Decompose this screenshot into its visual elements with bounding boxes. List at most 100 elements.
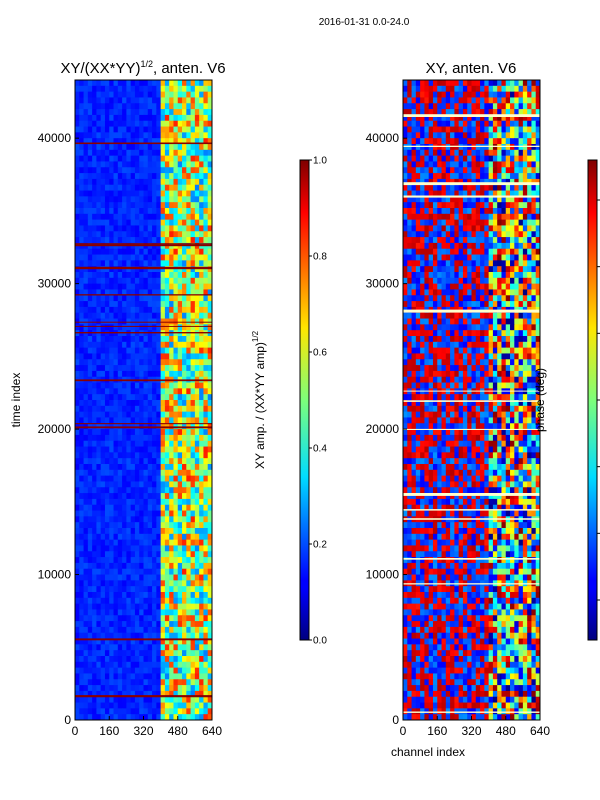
heatmap-cell xyxy=(191,633,196,639)
heatmap-cell xyxy=(109,522,114,528)
heatmap-cell xyxy=(135,92,140,98)
heatmap-cell xyxy=(96,412,101,418)
heatmap-cell xyxy=(484,103,489,109)
heatmap-cell xyxy=(96,92,101,98)
heatmap-cell xyxy=(109,324,114,330)
heatmap-cell xyxy=(161,435,166,441)
heatmap-cell xyxy=(88,697,93,703)
heatmap-cell xyxy=(476,185,481,191)
heatmap-cell xyxy=(191,225,196,231)
heatmap-cell xyxy=(152,569,157,575)
heatmap-cell xyxy=(186,650,191,656)
heatmap-cell xyxy=(156,668,161,674)
heatmap-cell xyxy=(182,313,187,319)
heatmap-cell xyxy=(203,132,208,138)
heatmap-cell xyxy=(152,342,157,348)
heatmap-cell xyxy=(472,150,477,156)
heatmap-cell xyxy=(152,365,157,371)
heatmap-cell xyxy=(182,481,187,487)
heatmap-cell xyxy=(178,127,183,133)
heatmap-cell xyxy=(203,650,208,656)
heatmap-cell xyxy=(178,627,183,633)
heatmap-cell xyxy=(199,161,204,167)
heatmap-cell xyxy=(173,452,178,458)
heatmap-cell xyxy=(84,220,89,226)
heatmap-cell xyxy=(467,289,472,295)
heatmap-cell xyxy=(514,103,519,109)
heatmap-cell xyxy=(446,156,451,162)
heatmap-cell xyxy=(182,505,187,511)
heatmap-cell xyxy=(437,144,442,150)
figure-suptitle: 2016-01-31 0.0-24.0 xyxy=(319,17,410,28)
heatmap-cell xyxy=(433,121,438,127)
heatmap-cell xyxy=(144,644,149,650)
heatmap-cell xyxy=(131,464,136,470)
heatmap-cell xyxy=(165,127,170,133)
amplitude-colorbar-ticks: 0.00.20.40.60.81.0 xyxy=(309,156,327,647)
heatmap-cell xyxy=(139,447,144,453)
heatmap-cell xyxy=(96,435,101,441)
heatmap-cell xyxy=(114,487,119,493)
heatmap-cell xyxy=(523,266,528,272)
heatmap-cell xyxy=(75,551,80,557)
heatmap-cell xyxy=(484,150,489,156)
heatmap-cell xyxy=(75,679,80,685)
heatmap-cell xyxy=(114,127,119,133)
heatmap-cell xyxy=(459,132,464,138)
heatmap-cell xyxy=(203,115,208,121)
heatmap-cell xyxy=(156,394,161,400)
heatmap-cell xyxy=(463,208,468,214)
heatmap-cell xyxy=(484,249,489,255)
heatmap-cell xyxy=(156,371,161,377)
heatmap-cell xyxy=(199,150,204,156)
heatmap-cell xyxy=(407,243,412,249)
heatmap-cell xyxy=(476,86,481,92)
heatmap-cell xyxy=(454,319,459,325)
heatmap-cell xyxy=(199,301,204,307)
heatmap-cell xyxy=(199,697,204,703)
heatmap-cell xyxy=(165,447,170,453)
heatmap-cell xyxy=(114,225,119,231)
heatmap-cell xyxy=(118,644,123,650)
heatmap-cell xyxy=(131,132,136,138)
heatmap-cell xyxy=(122,609,127,615)
heatmap-cell xyxy=(182,278,187,284)
heatmap-cell xyxy=(114,592,119,598)
heatmap-cell xyxy=(88,80,93,86)
heatmap-cell xyxy=(156,505,161,511)
heatmap-cell xyxy=(186,668,191,674)
heatmap-cell xyxy=(126,563,131,569)
heatmap-cell xyxy=(75,429,80,435)
heatmap-cell xyxy=(139,505,144,511)
heatmap-cell xyxy=(79,196,84,202)
heatmap-cell xyxy=(480,243,485,249)
heatmap-cell xyxy=(148,202,153,208)
heatmap-cell xyxy=(446,295,451,301)
heatmap-cell xyxy=(118,156,123,162)
heatmap-cell xyxy=(126,592,131,598)
heatmap-cell xyxy=(101,679,106,685)
heatmap-cell xyxy=(501,173,506,179)
heatmap-cell xyxy=(122,97,127,103)
heatmap-cell xyxy=(144,511,149,517)
heatmap-cell xyxy=(514,144,519,150)
heatmap-cell xyxy=(131,394,136,400)
heatmap-cell xyxy=(407,92,412,98)
heatmap-cell xyxy=(96,301,101,307)
heatmap-cell xyxy=(182,470,187,476)
heatmap-cell xyxy=(424,278,429,284)
heatmap-cell xyxy=(165,336,170,342)
heatmap-cell xyxy=(131,278,136,284)
heatmap-cell xyxy=(156,359,161,365)
heatmap-cell xyxy=(484,243,489,249)
heatmap-cell xyxy=(523,214,528,220)
heatmap-cell xyxy=(161,225,166,231)
heatmap-cell xyxy=(416,173,421,179)
heatmap-cell xyxy=(96,609,101,615)
heatmap-cell xyxy=(173,406,178,412)
heatmap-cell xyxy=(152,359,157,365)
heatmap-cell xyxy=(75,127,80,133)
heatmap-cell xyxy=(527,260,532,266)
heatmap-cell xyxy=(148,144,153,150)
heatmap-cell xyxy=(463,80,468,86)
